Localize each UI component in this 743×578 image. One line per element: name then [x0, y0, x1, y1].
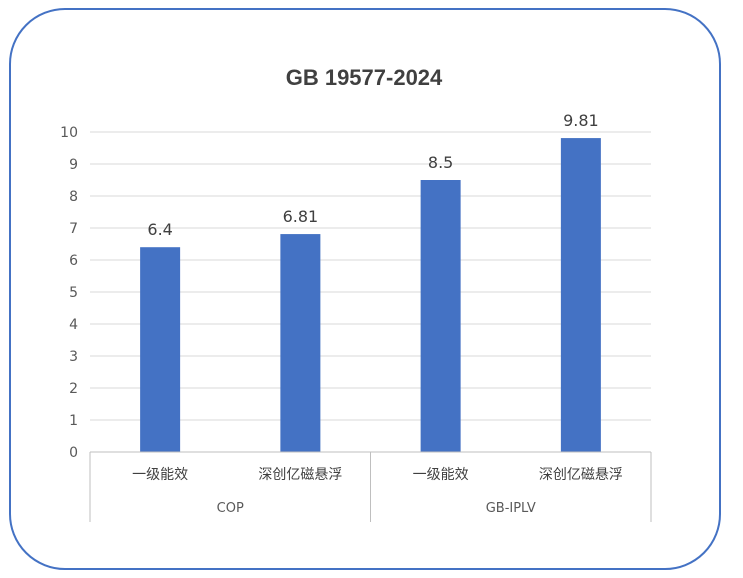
bar-COP-0	[140, 247, 181, 452]
y-tick-label: 4	[69, 317, 78, 333]
y-tick-label: 3	[69, 349, 78, 365]
x-category-label: 深创亿磁悬浮	[539, 467, 623, 483]
y-tick-label: 2	[69, 381, 78, 397]
bar-GB-IPLV-1	[560, 138, 601, 452]
chart-frame	[9, 8, 721, 570]
x-group-label: GB-IPLV	[486, 501, 536, 516]
data-label: 6.81	[283, 207, 319, 226]
y-tick-label: 5	[69, 285, 78, 301]
bar-COP-1	[280, 234, 321, 452]
bar-GB-IPLV-0	[420, 180, 461, 452]
x-axis: 一级能效 深创亿磁悬浮 COP 一级能效 深创亿磁悬浮 GB-IPLV	[89, 451, 652, 522]
data-label: 8.5	[428, 153, 453, 172]
y-tick-label: 10	[60, 125, 78, 141]
x-category-label: 深创亿磁悬浮	[258, 467, 342, 483]
x-category-label: 一级能效	[132, 467, 188, 483]
y-tick-label: 8	[69, 189, 78, 205]
chart-title: GB 19577-2024	[286, 65, 443, 90]
x-category-label: 一级能效	[413, 467, 469, 483]
y-tick-label: 9	[69, 157, 78, 173]
y-tick-label: 7	[69, 221, 78, 237]
y-tick-label: 0	[69, 445, 78, 461]
bars	[140, 138, 601, 452]
data-label: 6.4	[147, 220, 172, 239]
data-labels: 6.4 6.81 8.5 9.81	[147, 111, 598, 239]
data-label: 9.81	[563, 111, 599, 130]
y-tick-label: 1	[69, 413, 78, 429]
x-group-label: COP	[217, 501, 244, 516]
y-tick-label: 6	[69, 253, 78, 269]
y-axis-ticks: 0 1 2 3 4 5 6 7 8 9 10	[60, 125, 78, 461]
